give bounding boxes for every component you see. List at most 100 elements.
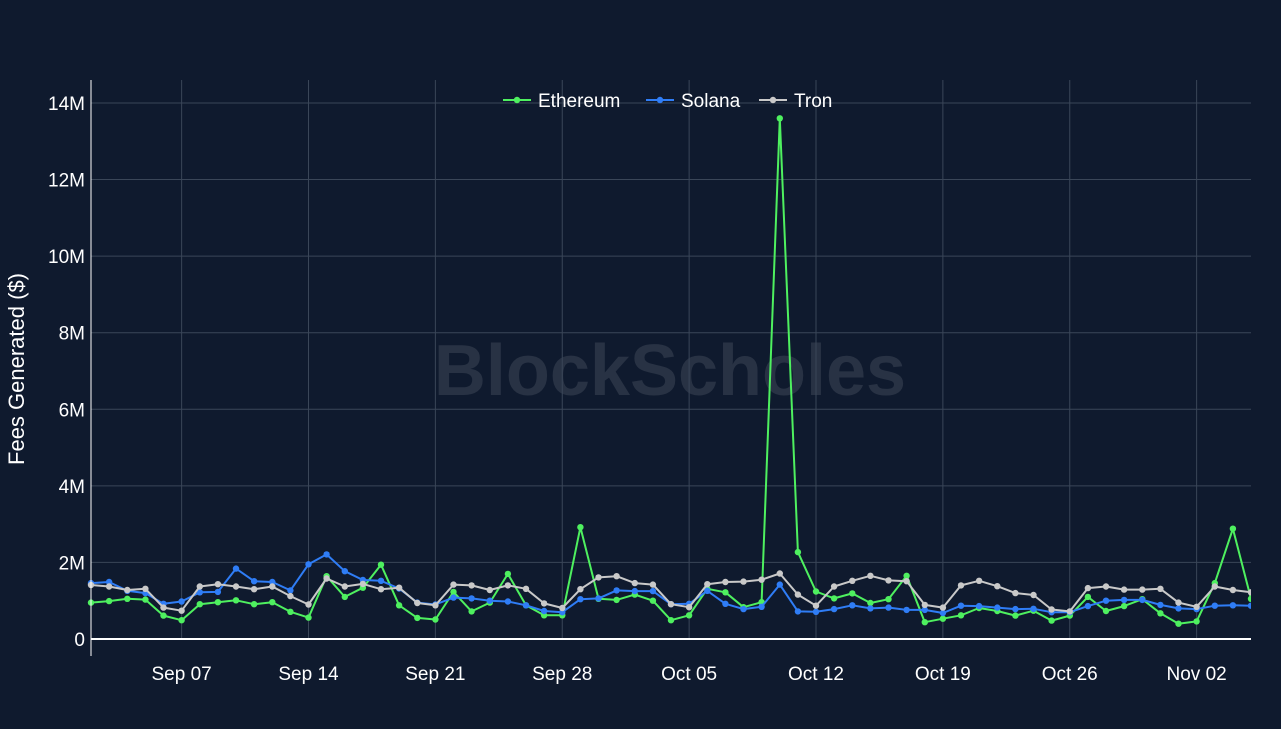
data-point-solana[interactable] bbox=[323, 551, 330, 558]
data-point-tron[interactable] bbox=[975, 577, 983, 584]
data-point-solana[interactable] bbox=[1211, 602, 1219, 609]
data-point-tron[interactable] bbox=[323, 575, 330, 582]
data-point-ethereum[interactable] bbox=[1247, 595, 1254, 602]
data-point-solana[interactable] bbox=[1139, 596, 1146, 604]
data-point-ethereum[interactable] bbox=[776, 115, 783, 122]
data-point-tron[interactable] bbox=[105, 583, 113, 590]
data-point-ethereum[interactable] bbox=[1102, 607, 1110, 615]
data-point-solana[interactable] bbox=[595, 595, 602, 602]
data-point-tron[interactable] bbox=[142, 585, 149, 592]
data-point-tron[interactable] bbox=[522, 585, 530, 592]
data-point-tron[interactable] bbox=[1139, 586, 1146, 593]
data-point-ethereum[interactable] bbox=[160, 612, 167, 619]
legend-item-tron[interactable]: Tron bbox=[759, 91, 832, 112]
data-point-ethereum[interactable] bbox=[830, 595, 838, 602]
data-point-solana[interactable] bbox=[1266, 604, 1272, 610]
data-point-tron[interactable] bbox=[649, 581, 657, 588]
data-point-solana[interactable] bbox=[776, 581, 783, 588]
data-point-ethereum[interactable] bbox=[794, 548, 802, 556]
data-point-solana[interactable] bbox=[1102, 597, 1110, 604]
data-point-ethereum[interactable] bbox=[377, 561, 385, 568]
data-point-tron[interactable] bbox=[704, 581, 711, 588]
data-point-ethereum[interactable] bbox=[232, 597, 240, 604]
data-point-solana[interactable] bbox=[486, 597, 493, 604]
data-point-tron[interactable] bbox=[849, 577, 856, 584]
data-point-tron[interactable] bbox=[1084, 584, 1092, 592]
data-point-ethereum[interactable] bbox=[957, 612, 965, 619]
legend-item-solana[interactable]: Solana bbox=[646, 91, 741, 112]
data-point-solana[interactable] bbox=[704, 587, 711, 594]
data-point-tron[interactable] bbox=[269, 583, 276, 590]
data-point-tron[interactable] bbox=[1193, 603, 1200, 610]
data-point-tron[interactable] bbox=[559, 604, 566, 612]
data-point-tron[interactable] bbox=[685, 604, 693, 611]
data-point-ethereum[interactable] bbox=[414, 614, 421, 622]
data-point-solana[interactable] bbox=[377, 577, 385, 584]
data-point-tron[interactable] bbox=[178, 607, 185, 614]
data-point-ethereum[interactable] bbox=[214, 599, 222, 606]
data-point-ethereum[interactable] bbox=[1175, 620, 1182, 627]
data-point-ethereum[interactable] bbox=[1084, 593, 1092, 601]
data-point-tron[interactable] bbox=[613, 573, 620, 580]
data-point-tron[interactable] bbox=[667, 601, 675, 608]
data-point-tron[interactable] bbox=[504, 582, 512, 589]
data-point-ethereum[interactable] bbox=[287, 608, 294, 615]
data-point-ethereum[interactable] bbox=[1120, 602, 1128, 610]
data-point-ethereum[interactable] bbox=[105, 597, 113, 605]
data-point-solana[interactable] bbox=[794, 608, 802, 615]
data-point-solana[interactable] bbox=[269, 578, 276, 586]
data-point-tron[interactable] bbox=[124, 586, 131, 594]
data-point-tron[interactable] bbox=[740, 578, 747, 585]
data-point-ethereum[interactable] bbox=[613, 596, 620, 604]
data-point-tron[interactable] bbox=[722, 578, 729, 586]
data-point-ethereum[interactable] bbox=[305, 614, 312, 621]
data-point-ethereum[interactable] bbox=[1229, 525, 1237, 532]
data-point-tron[interactable] bbox=[957, 582, 965, 589]
data-point-tron[interactable] bbox=[359, 580, 367, 588]
data-point-tron[interactable] bbox=[1247, 589, 1254, 596]
data-point-solana[interactable] bbox=[830, 605, 838, 613]
data-point-ethereum[interactable] bbox=[395, 602, 403, 609]
data-point-solana[interactable] bbox=[722, 600, 729, 607]
data-point-ethereum[interactable] bbox=[903, 572, 910, 579]
data-point-tron[interactable] bbox=[1175, 599, 1182, 606]
data-point-ethereum[interactable] bbox=[124, 595, 131, 602]
data-point-tron[interactable] bbox=[1211, 583, 1219, 590]
data-point-solana[interactable] bbox=[232, 565, 240, 572]
data-point-solana[interactable] bbox=[1084, 602, 1092, 610]
data-point-tron[interactable] bbox=[250, 586, 258, 593]
data-point-tron[interactable] bbox=[812, 602, 820, 609]
data-point-solana[interactable] bbox=[214, 588, 222, 596]
data-point-ethereum[interactable] bbox=[1012, 612, 1019, 619]
data-point-tron[interactable] bbox=[486, 586, 493, 594]
data-point-solana[interactable] bbox=[305, 561, 312, 568]
data-point-tron[interactable] bbox=[540, 600, 548, 607]
data-point-solana[interactable] bbox=[758, 603, 765, 610]
data-point-tron[interactable] bbox=[921, 601, 928, 609]
data-point-solana[interactable] bbox=[957, 602, 965, 609]
data-point-ethereum[interactable] bbox=[1157, 610, 1164, 617]
data-point-ethereum[interactable] bbox=[450, 588, 457, 596]
data-point-solana[interactable] bbox=[867, 605, 874, 612]
data-point-solana[interactable] bbox=[939, 609, 947, 617]
data-point-ethereum[interactable] bbox=[649, 597, 657, 604]
data-point-tron[interactable] bbox=[830, 583, 838, 590]
data-point-tron[interactable] bbox=[885, 577, 892, 584]
data-point-solana[interactable] bbox=[577, 596, 584, 603]
data-point-tron[interactable] bbox=[432, 602, 439, 609]
data-point-tron[interactable] bbox=[214, 581, 222, 588]
data-point-solana[interactable] bbox=[631, 587, 638, 595]
data-point-tron[interactable] bbox=[1229, 586, 1237, 594]
data-point-solana[interactable] bbox=[522, 602, 530, 609]
data-point-solana[interactable] bbox=[613, 587, 620, 594]
data-point-ethereum[interactable] bbox=[178, 617, 185, 624]
data-point-solana[interactable] bbox=[1012, 605, 1019, 613]
data-point-ethereum[interactable] bbox=[269, 599, 276, 606]
data-point-ethereum[interactable] bbox=[250, 601, 258, 608]
data-point-ethereum[interactable] bbox=[812, 588, 820, 595]
data-point-solana[interactable] bbox=[1120, 596, 1128, 604]
data-point-solana[interactable] bbox=[287, 587, 294, 594]
data-point-solana[interactable] bbox=[921, 606, 928, 614]
data-point-solana[interactable] bbox=[105, 578, 113, 586]
data-point-solana[interactable] bbox=[903, 606, 910, 614]
